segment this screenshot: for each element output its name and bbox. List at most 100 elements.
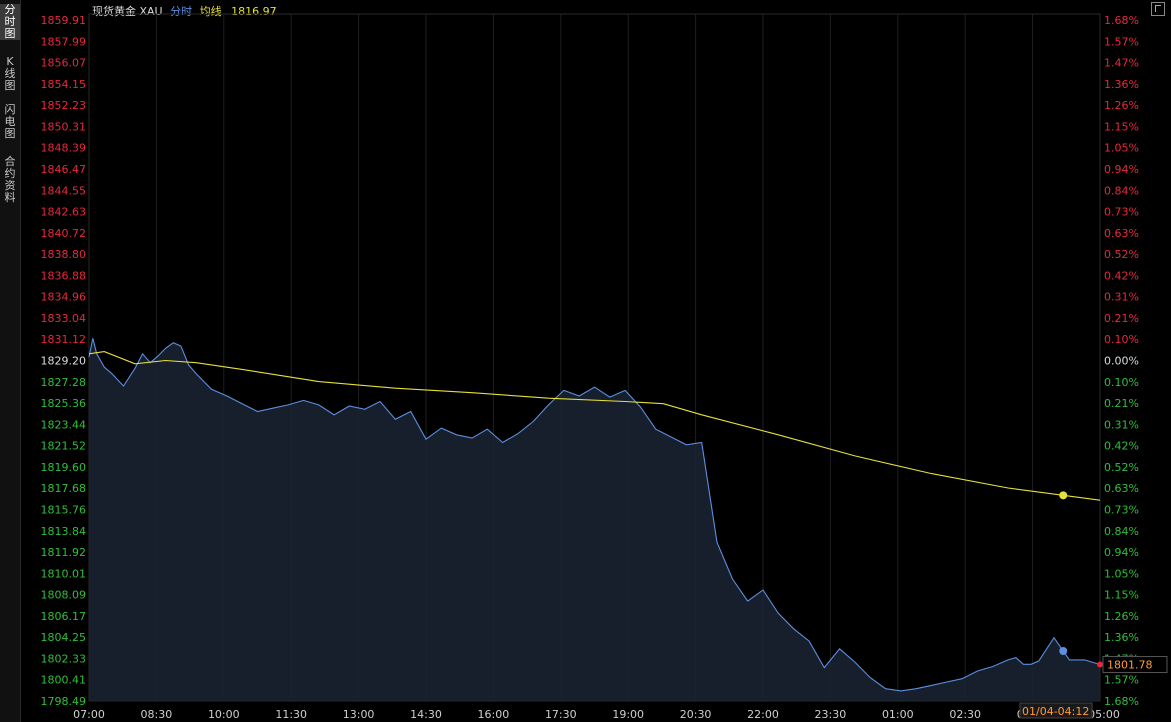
average-cursor-dot bbox=[1059, 491, 1068, 500]
y-tick-label: 1823.44 bbox=[41, 418, 87, 431]
pct-tick-label: 1.15% bbox=[1104, 589, 1139, 602]
last-price-dot bbox=[1097, 661, 1103, 668]
expand-icon[interactable] bbox=[1151, 2, 1165, 16]
x-tick-label: 17:30 bbox=[545, 708, 577, 721]
last-price-label: 1801.78 bbox=[1107, 659, 1153, 672]
y-tick-label: 1836.88 bbox=[41, 269, 87, 282]
y-tick-label: 1831.12 bbox=[41, 333, 87, 346]
y-tick-label: 1800.41 bbox=[41, 674, 87, 687]
x-tick-label: 16:00 bbox=[478, 708, 510, 721]
pct-tick-label: 0.73% bbox=[1104, 206, 1139, 219]
pct-tick-label: 0.42% bbox=[1104, 269, 1139, 282]
x-tick-label: 19:00 bbox=[612, 708, 644, 721]
y-tick-label: 1859.91 bbox=[41, 14, 87, 27]
pct-tick-label: 0.52% bbox=[1104, 461, 1139, 474]
y-tick-label: 1840.72 bbox=[41, 227, 87, 240]
y-tick-label: 1848.39 bbox=[41, 142, 87, 155]
pct-tick-label: 0.31% bbox=[1104, 291, 1139, 304]
pct-tick-label: 0.84% bbox=[1104, 184, 1139, 197]
pct-tick-label: 1.26% bbox=[1104, 99, 1139, 112]
pct-tick-label: 0.73% bbox=[1104, 503, 1139, 516]
y-tick-label: 1829.20 bbox=[41, 355, 87, 368]
price-line bbox=[88, 338, 1101, 692]
x-tick-label: 01:00 bbox=[882, 708, 914, 721]
x-tick-label: 10:00 bbox=[208, 708, 240, 721]
x-tick-label: 20:30 bbox=[680, 708, 712, 721]
y-tick-label: 1834.96 bbox=[41, 291, 87, 304]
y-tick-label: 1833.04 bbox=[41, 312, 87, 325]
pct-tick-label: 1.05% bbox=[1104, 567, 1139, 580]
y-tick-label: 1806.17 bbox=[41, 610, 87, 623]
pct-tick-label: 0.21% bbox=[1104, 312, 1139, 325]
x-tick-label: 22:00 bbox=[747, 708, 779, 721]
pct-tick-label: 1.68% bbox=[1104, 14, 1139, 27]
sidebar-tab-2[interactable]: 闪电图 bbox=[4, 103, 16, 140]
y-tick-label: 1827.28 bbox=[41, 376, 87, 389]
instrument-title: 现货黄金 XAU bbox=[92, 5, 163, 18]
y-tick-label: 1821.52 bbox=[41, 440, 87, 453]
average-line bbox=[88, 351, 1101, 501]
pct-tick-label: 0.10% bbox=[1104, 333, 1139, 346]
y-tick-label: 1815.76 bbox=[41, 503, 87, 516]
pct-tick-label: 1.36% bbox=[1104, 78, 1139, 91]
pct-tick-label: 1.05% bbox=[1104, 142, 1139, 155]
last-price-box bbox=[1102, 656, 1168, 674]
x-tick-label: 11:30 bbox=[275, 708, 307, 721]
pct-tick-label: 0.94% bbox=[1104, 163, 1139, 176]
pct-tick-label: 1.47% bbox=[1104, 57, 1139, 70]
pct-tick-label: 0.52% bbox=[1104, 248, 1139, 261]
y-tick-label: 1813.84 bbox=[41, 525, 87, 538]
x-tick-label: 05:00 bbox=[1088, 708, 1120, 721]
pct-tick-label: 1.57% bbox=[1104, 35, 1139, 48]
pct-tick-label: 0.63% bbox=[1104, 482, 1139, 495]
y-tick-label: 1804.25 bbox=[41, 631, 87, 644]
pct-tick-label: 0.21% bbox=[1104, 397, 1139, 410]
y-tick-label: 1819.60 bbox=[41, 461, 87, 474]
x-tick-label: 07:00 bbox=[73, 708, 105, 721]
x-tick-label: 02:30 bbox=[949, 708, 981, 721]
average-line-label: 均线 bbox=[199, 5, 222, 18]
pct-tick-label: 1.57% bbox=[1104, 674, 1139, 687]
sidebar-tab-0[interactable]: 分时图 bbox=[0, 4, 20, 40]
pct-tick-label: 1.68% bbox=[1104, 695, 1139, 708]
y-tick-label: 1852.23 bbox=[41, 99, 87, 112]
mode-label: 分时 bbox=[170, 5, 193, 18]
pct-tick-label: 0.42% bbox=[1104, 440, 1139, 453]
cursor-time-box bbox=[1019, 702, 1093, 719]
pct-tick-label: 1.36% bbox=[1104, 631, 1139, 644]
y-tick-label: 1802.33 bbox=[41, 652, 87, 665]
y-tick-label: 1811.92 bbox=[41, 546, 87, 559]
y-tick-label: 1798.49 bbox=[41, 695, 87, 708]
pct-tick-label: 0.94% bbox=[1104, 546, 1139, 559]
pct-tick-label: 0.31% bbox=[1104, 418, 1139, 431]
y-tick-label: 1838.80 bbox=[41, 248, 87, 261]
y-tick-label: 1810.01 bbox=[41, 567, 87, 580]
y-tick-label: 1808.09 bbox=[41, 589, 87, 602]
y-tick-label: 1850.31 bbox=[41, 120, 87, 133]
price-cursor-dot bbox=[1059, 646, 1068, 655]
y-tick-label: 1857.99 bbox=[41, 35, 87, 48]
x-tick-label: 23:30 bbox=[815, 708, 847, 721]
chart-header: 现货黄金 XAU 分时 均线 1816.97 bbox=[92, 3, 277, 19]
pct-tick-label: 0.63% bbox=[1104, 227, 1139, 240]
y-tick-label: 1856.07 bbox=[41, 57, 87, 70]
x-tick-label: 14:30 bbox=[410, 708, 442, 721]
x-tick-label: 13:00 bbox=[343, 708, 375, 721]
y-tick-label: 1846.47 bbox=[41, 163, 87, 176]
y-tick-label: 1844.55 bbox=[41, 184, 87, 197]
sidebar-tab-3[interactable]: 合约资料 bbox=[4, 155, 16, 204]
pct-tick-label: 0.10% bbox=[1104, 376, 1139, 389]
pct-tick-label: 1.26% bbox=[1104, 610, 1139, 623]
price-area bbox=[89, 338, 1100, 701]
cursor-time-label: 01/04-04:12 bbox=[1022, 705, 1089, 718]
y-tick-label: 1825.36 bbox=[41, 397, 87, 410]
y-tick-label: 1817.68 bbox=[41, 482, 87, 495]
average-line-value: 1816.97 bbox=[231, 5, 277, 18]
pct-tick-label: 0.00% bbox=[1104, 355, 1139, 368]
x-tick-label: 08:30 bbox=[141, 708, 173, 721]
y-tick-label: 1854.15 bbox=[41, 78, 87, 91]
pct-tick-label: 1.15% bbox=[1104, 120, 1139, 133]
